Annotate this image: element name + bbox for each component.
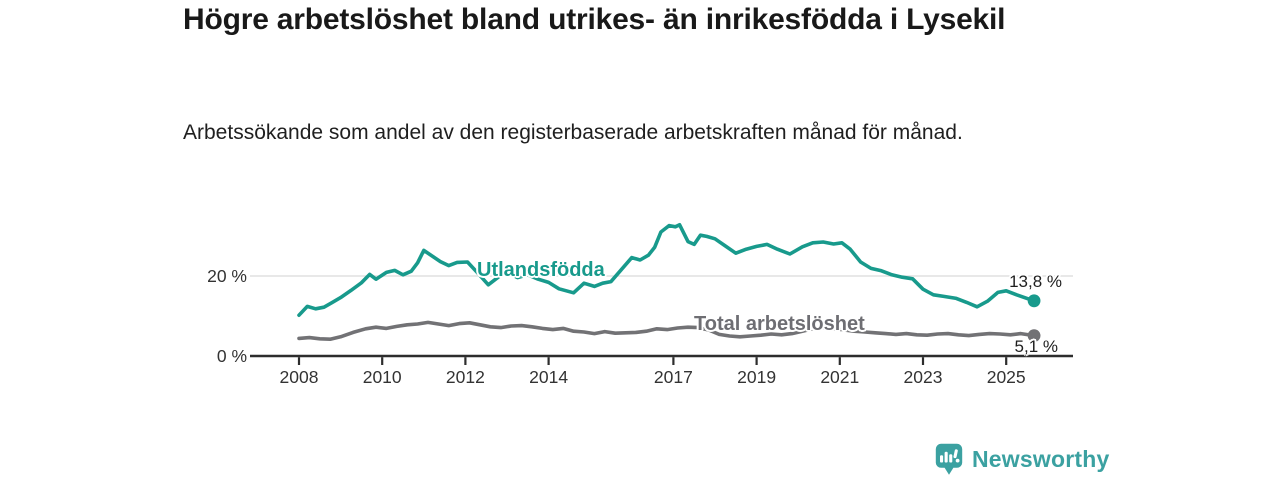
x-tick-label-2010: 2010 <box>363 367 402 387</box>
newsworthy-logo: Newsworthy <box>935 443 1109 476</box>
end-value-utlandsfodda: 13,8 % <box>1009 272 1062 291</box>
bar-chart-glyph <box>940 449 960 463</box>
chart-title: Högre arbetslöshet bland utrikes- än inr… <box>183 3 1006 36</box>
newsworthy-logo-icon <box>935 443 963 475</box>
line-total-arbetsloshet <box>297 320 1036 341</box>
chart-subtitle: Arbetssökande som andel av den registerb… <box>183 121 963 144</box>
x-tick-label-2012: 2012 <box>446 367 485 387</box>
x-tick-label-2023: 2023 <box>904 367 943 387</box>
line-utlandsfodda <box>297 223 1036 317</box>
x-tick-label-2021: 2021 <box>820 367 859 387</box>
x-tick-label-2014: 2014 <box>529 367 568 387</box>
series-label-total-arbetsloshet: Total arbetslöshet <box>694 313 865 335</box>
end-dot-total-arbetsloshet <box>1027 329 1041 342</box>
y-axis-label-0: 0 % <box>216 346 247 366</box>
end-value-total-arbetsloshet: 5,1 % <box>1014 337 1058 356</box>
series-label-utlandsfodda: Utlandsfödda <box>477 259 605 281</box>
x-tick-label-2019: 2019 <box>737 367 776 387</box>
x-tick-label-2025: 2025 <box>987 367 1026 387</box>
x-tick-label-2017: 2017 <box>654 367 693 387</box>
newsworthy-wordmark: Newsworthy <box>972 446 1110 472</box>
x-tick-label-2008: 2008 <box>280 367 319 387</box>
end-dot-utlandsfodda <box>1027 294 1041 308</box>
y-axis-label-20: 20 % <box>207 266 247 286</box>
